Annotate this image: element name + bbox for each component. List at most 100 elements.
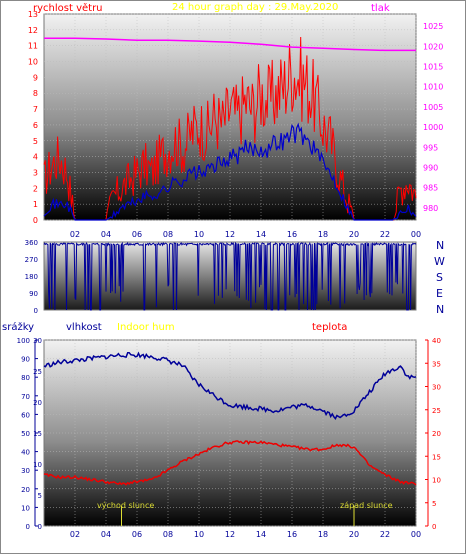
pressure-tick-label: 1010 xyxy=(423,83,443,92)
humidity-axis-ticks: 0 5 10 15 20 25 30 xyxy=(33,337,42,531)
wind-tick-label: 9 xyxy=(33,73,38,82)
top-x-tick-label: 16 xyxy=(287,230,297,239)
humidity-label: vlhkost xyxy=(66,322,102,333)
temp-tick-label: 10 xyxy=(432,477,441,485)
rain-tick-label: 60 xyxy=(21,411,30,419)
temp-tick-label: 40 xyxy=(432,337,441,345)
temp-tick-label: 30 xyxy=(432,384,441,392)
bottom-x-tick-label: 10 xyxy=(194,530,204,539)
direction-axis-ticks: 0 90 180 270 360 xyxy=(25,239,38,315)
rain-tick-label: 10 xyxy=(21,504,30,512)
bottom-x-tick-label: 18 xyxy=(318,530,328,539)
humidity-tick-label: 0 xyxy=(38,523,42,531)
wind-tick-label: 3 xyxy=(33,168,38,177)
bottom-x-tick-label: 14 xyxy=(256,530,266,539)
direction-series xyxy=(43,241,417,311)
bottom-x-tick-label: 12 xyxy=(225,530,235,539)
humidity-tick-label: 30 xyxy=(33,337,42,345)
pressure-tick-label: 985 xyxy=(423,184,438,193)
wind-average-line xyxy=(43,122,417,221)
pressure-axis-ticks: 980 985 990 995 1000 1005 1010 1015 1020 1025 xyxy=(423,22,443,213)
temperature-line xyxy=(43,440,417,486)
humidity-tick-label: 5 xyxy=(38,492,42,500)
humidity-temperature-plot: 0 10 20 30 40 50 60 70 80 90 100 0 5 10 15 20 25 30 0 5 10… xyxy=(17,337,441,539)
sunset-label: západ slunce xyxy=(340,501,393,510)
top-x-tick-label: 00 xyxy=(411,230,421,239)
compass-n-top: N xyxy=(436,239,444,252)
pressure-tick-label: 980 xyxy=(423,204,438,213)
humidity-tick-label: 25 xyxy=(33,368,42,376)
wind-tick-label: 10 xyxy=(28,58,38,67)
top-x-tick-label: 22 xyxy=(380,230,390,239)
bottom-x-tick-label: 20 xyxy=(349,530,359,539)
rain-tick-label: 20 xyxy=(21,486,30,494)
bottom-x-tick-label: 02 xyxy=(70,530,80,539)
pressure-tick-label: 1005 xyxy=(423,103,443,112)
temp-tick-label: 15 xyxy=(432,453,441,461)
top-x-tick-label: 20 xyxy=(349,230,359,239)
rain-tick-label: 100 xyxy=(17,337,30,345)
rain-tick-label: 30 xyxy=(21,467,30,475)
pressure-tick-label: 1025 xyxy=(423,22,443,31)
rain-tick-label: 50 xyxy=(21,430,30,438)
wind-direction-plot: 0 90 180 270 360 xyxy=(25,239,417,315)
top-x-tick-label: 12 xyxy=(225,230,235,239)
temperature-axis-ticks: 0 5 10 15 20 25 30 35 40 xyxy=(425,337,441,531)
top-x-axis-ticks: 02 04 06 08 10 12 14 16 18 20 22 00 xyxy=(70,230,421,239)
rain-tick-label: 90 xyxy=(21,356,30,364)
top-plot-series xyxy=(43,36,417,221)
compass-w: W xyxy=(434,255,445,268)
sunrise-label: východ slunce xyxy=(97,501,154,510)
bottom-x-axis-ticks: 02 04 06 08 10 12 14 16 18 20 22 00 xyxy=(70,530,421,539)
wind-tick-label: 11 xyxy=(28,42,38,51)
temp-tick-label: 35 xyxy=(432,360,441,368)
bottom-x-tick-label: 04 xyxy=(101,530,111,539)
wind-label: rychlost větru xyxy=(33,2,103,14)
rain-tick-label: 0 xyxy=(26,523,30,531)
direction-tick-label: 0 xyxy=(34,307,38,315)
direction-tick-label: 90 xyxy=(29,290,38,298)
pressure-tick-label: 995 xyxy=(423,143,438,152)
bottom-plot-series xyxy=(43,351,417,486)
bottom-x-tick-label: 06 xyxy=(132,530,142,539)
sun-markers xyxy=(121,506,355,526)
rain-label: srážky xyxy=(2,321,34,333)
wind-tick-label: 0 xyxy=(33,216,38,225)
wind-tick-label: 8 xyxy=(33,89,38,98)
pressure-tick-label: 990 xyxy=(423,163,438,172)
indoor-hum-label: Indoor hum xyxy=(117,322,175,333)
humidity-tick-label: 10 xyxy=(33,461,42,469)
humidity-tick-label: 20 xyxy=(33,399,42,407)
pressure-tick-label: 1020 xyxy=(423,42,443,51)
temp-tick-label: 0 xyxy=(432,523,436,531)
rain-tick-label: 70 xyxy=(21,393,30,401)
bottom-x-tick-label: 16 xyxy=(287,530,297,539)
bottom-x-tick-label: 00 xyxy=(411,530,421,539)
humidity-tick-label: 15 xyxy=(33,430,42,438)
wind-tick-label: 4 xyxy=(33,153,38,162)
top-x-tick-label: 10 xyxy=(194,230,204,239)
compass-n-bottom: N xyxy=(436,303,444,316)
bottom-x-tick-label: 22 xyxy=(380,530,390,539)
wind-tick-label: 2 xyxy=(33,184,38,193)
temp-tick-label: 25 xyxy=(432,407,441,415)
direction-tick-label: 180 xyxy=(25,273,38,281)
humidity-line xyxy=(43,351,417,420)
temperature-label: teplota xyxy=(312,322,347,333)
wind-direction-line xyxy=(43,241,417,311)
direction-tick-label: 360 xyxy=(25,239,38,247)
direction-tick-label: 270 xyxy=(25,256,38,264)
wind-tick-label: 1 xyxy=(33,200,38,209)
wind-tick-label: 5 xyxy=(33,137,38,146)
top-x-tick-label: 02 xyxy=(70,230,80,239)
top-x-tick-label: 04 xyxy=(101,230,111,239)
wind-tick-label: 6 xyxy=(33,121,38,130)
top-x-tick-label: 18 xyxy=(318,230,328,239)
wind-tick-label: 13 xyxy=(28,10,38,19)
pressure-line xyxy=(44,37,416,52)
bottom-x-tick-label: 08 xyxy=(163,530,173,539)
